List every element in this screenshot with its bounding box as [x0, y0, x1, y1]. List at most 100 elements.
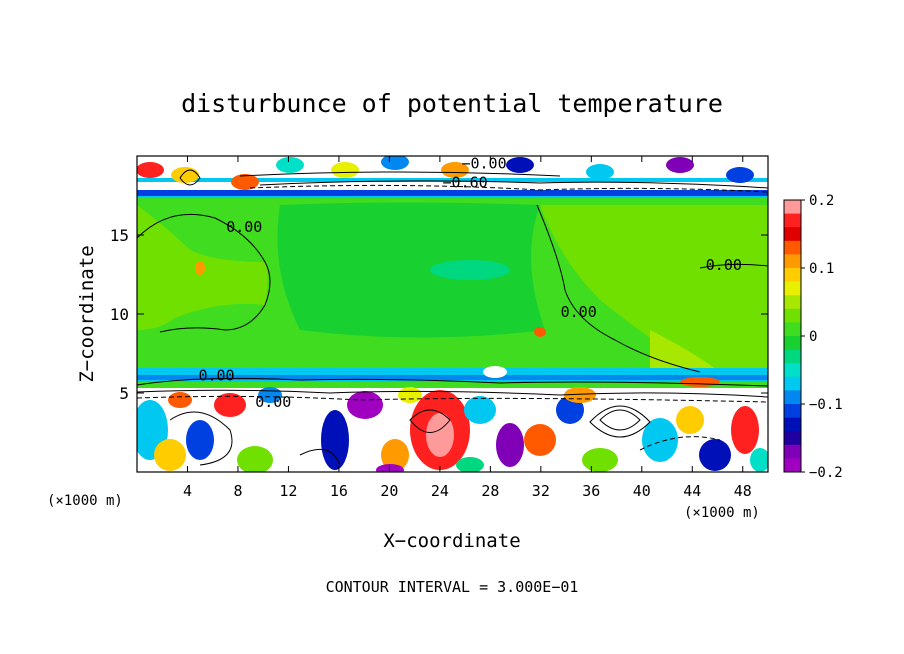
contour-line — [409, 409, 451, 433]
contour-line-negative — [639, 436, 721, 451]
field-mid-band — [137, 375, 768, 380]
colorbar-segment — [784, 363, 801, 378]
field-blob — [534, 327, 546, 337]
field-region — [540, 205, 768, 372]
contour-line — [169, 411, 233, 466]
field-blob — [750, 448, 768, 472]
chart-title: disturbunce of potential temperature — [181, 89, 723, 118]
field-plot: 0.00 0.00 0.00 0.00 −0.60−0.00 0.00 — [137, 155, 768, 472]
colorbar-segment — [784, 240, 801, 255]
field-blob — [154, 439, 186, 471]
contour-line — [599, 409, 641, 431]
contour-label: 0.00 — [255, 393, 291, 411]
field-blob — [381, 439, 409, 471]
field-blob — [524, 424, 556, 456]
contour-line — [259, 180, 768, 189]
field-blob — [483, 366, 507, 378]
colorbar-segment — [784, 404, 801, 419]
contour-line — [699, 263, 768, 269]
colorbar-segment — [784, 268, 801, 283]
contour-line — [137, 377, 768, 387]
contour-label: −0.00 — [461, 155, 506, 173]
colorbar-segment — [784, 444, 801, 459]
contour-interval-note: CONTOUR INTERVAL = 3.000E−01 — [326, 578, 579, 596]
colorbar-segment — [784, 390, 801, 405]
field-blob — [556, 396, 584, 424]
field-blob — [398, 387, 422, 403]
contour-label: 0.00 — [706, 256, 742, 274]
colorbar-segment — [784, 254, 801, 269]
x-unit-right: (×1000 m) — [684, 505, 760, 521]
x-tick-label: 32 — [532, 482, 550, 500]
contour-line — [589, 405, 651, 438]
x-axis-label: X−coordinate — [383, 530, 520, 552]
field-blob — [726, 167, 754, 183]
colorbar-tick-label: 0.1 — [809, 261, 834, 277]
contour-label: 0.00 — [226, 218, 262, 236]
y-axis: 5 10 15 — [110, 226, 768, 403]
field-blob — [171, 167, 199, 183]
field-blob — [347, 391, 383, 419]
y-tick-label: 10 — [110, 305, 129, 324]
x-unit-left: (×1000 m) — [47, 493, 123, 509]
x-tick-label: 20 — [380, 482, 398, 500]
colorbar-segment — [784, 458, 801, 473]
colorbar-segment — [784, 308, 801, 323]
contour-line — [137, 389, 768, 398]
field-blob — [464, 396, 496, 424]
field-blob — [642, 418, 678, 462]
colorbar-segment — [784, 417, 801, 432]
field-blob — [456, 457, 484, 472]
contour-line — [239, 171, 561, 177]
x-tick-label: 16 — [330, 482, 348, 500]
contour-line-negative — [249, 184, 768, 193]
field-blob — [496, 423, 524, 467]
contour-line — [137, 213, 271, 333]
field-blob — [598, 398, 642, 442]
field-top-band — [137, 190, 768, 196]
contour-line — [179, 169, 201, 186]
field-top-band — [137, 182, 768, 192]
field-blob — [381, 156, 409, 170]
x-tick-label: 36 — [582, 482, 600, 500]
y-tick-label: 5 — [119, 384, 129, 403]
colorbar-segment — [784, 349, 801, 364]
field-region — [650, 330, 720, 372]
x-tick-label: 48 — [734, 482, 752, 500]
x-tick-label: 4 — [183, 482, 192, 500]
colorbar-tick-label: −0.1 — [809, 397, 843, 413]
colorbar-segment — [784, 281, 801, 296]
x-axis: 4 8 12 16 20 24 28 32 36 40 44 48 — [183, 156, 752, 500]
x-tick-label: 8 — [233, 482, 242, 500]
field-blob — [666, 157, 694, 173]
x-tick-label: 24 — [431, 482, 449, 500]
colorbar: 0.2 0.1 0 −0.1 −0.2 — [783, 193, 843, 481]
field-blob — [331, 162, 359, 178]
field-blob — [231, 174, 259, 190]
colorbar-segment — [784, 295, 801, 310]
colorbar-segment — [784, 431, 801, 446]
field-blob — [214, 393, 246, 417]
field-region — [430, 260, 510, 280]
colorbar-segment — [784, 227, 801, 242]
colorbar-segment — [784, 376, 801, 391]
colorbar-segment — [784, 213, 801, 228]
field-blob — [506, 157, 534, 173]
x-tick-label: 44 — [683, 482, 701, 500]
y-axis-label: Z−coordinate — [76, 245, 98, 382]
field-blob — [699, 439, 731, 471]
contour-line — [536, 204, 701, 373]
field-blob — [586, 164, 614, 180]
field-blob — [321, 410, 349, 470]
field-blob — [137, 162, 164, 178]
field-blob — [582, 448, 618, 472]
field-blob — [676, 406, 704, 434]
field-blob — [186, 420, 214, 460]
contour-line — [299, 448, 341, 466]
colorbar-tick-label: −0.2 — [809, 465, 843, 481]
colorbar-tick-label: 0.2 — [809, 193, 834, 209]
field-blob — [168, 392, 192, 408]
field-blob — [376, 464, 404, 472]
field-blob — [441, 162, 469, 178]
